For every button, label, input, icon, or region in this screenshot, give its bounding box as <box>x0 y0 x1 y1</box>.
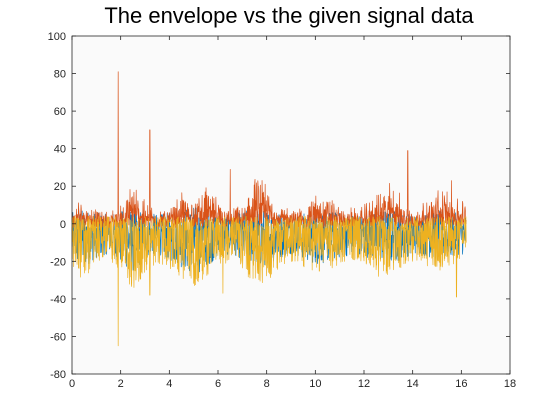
x-tick-label: 8 <box>264 378 270 390</box>
x-tick-label: 10 <box>309 378 321 390</box>
y-tick-label: -80 <box>50 369 66 381</box>
y-tick-label: -40 <box>50 294 66 306</box>
lower-envelope-line <box>71 215 467 347</box>
y-tick-label: 20 <box>54 181 66 193</box>
x-axis: 0 2 4 6 8 10 12 14 16 18 <box>69 36 516 390</box>
y-tick-label: 80 <box>54 69 66 81</box>
chart-title: The envelope vs the given signal data <box>104 3 474 28</box>
x-tick-label: 0 <box>69 378 75 390</box>
x-tick-label: 4 <box>166 378 172 390</box>
x-tick-label: 2 <box>118 378 124 390</box>
plot-area <box>72 36 510 374</box>
series-layer <box>71 71 467 347</box>
y-tick-label: 60 <box>54 106 66 118</box>
x-tick-label: 18 <box>504 378 516 390</box>
y-tick-label: 40 <box>54 144 66 156</box>
x-tick-label: 12 <box>358 378 370 390</box>
y-tick-label: -60 <box>50 331 66 343</box>
y-axis: -80 -60 -40 -20 0 20 40 60 80 100 <box>48 31 510 381</box>
y-tick-label: 0 <box>60 219 66 231</box>
axes-border <box>71 35 511 375</box>
y-tick-label: -20 <box>50 256 66 268</box>
x-tick-label: 16 <box>455 378 467 390</box>
x-tick-label: 14 <box>407 378 419 390</box>
y-tick-label: 100 <box>48 31 66 43</box>
x-tick-label: 6 <box>215 378 221 390</box>
upper-envelope-line <box>71 71 467 228</box>
